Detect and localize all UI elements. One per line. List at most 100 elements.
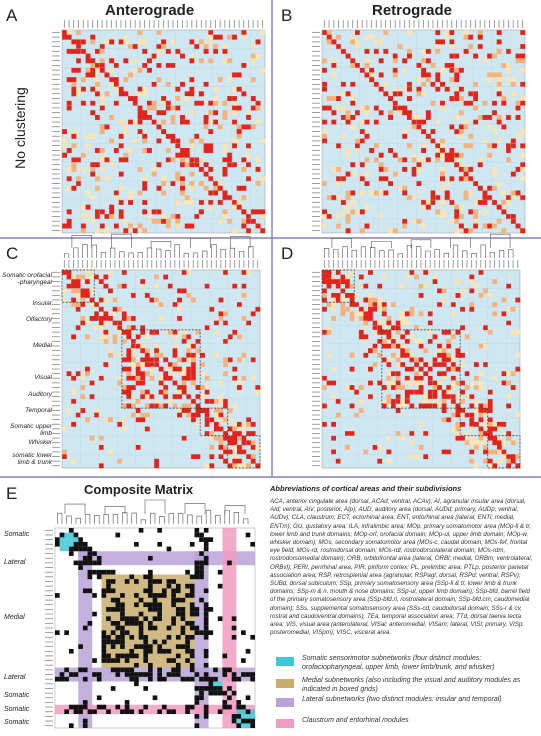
heatmap-cell [404, 375, 410, 381]
heatmap-cell [184, 162, 190, 168]
heatmap-cell [463, 30, 469, 35]
composite-cell [78, 667, 83, 673]
heatmap-cell [246, 110, 252, 116]
heatmap-cell [198, 100, 204, 106]
heatmap-cell [99, 129, 105, 135]
heatmap-cell [250, 44, 256, 50]
heatmap-cell [373, 190, 379, 196]
heatmap-cell [478, 417, 484, 423]
heatmap-cell [175, 152, 181, 158]
heatmap-cell [121, 283, 127, 289]
heatmap-cell [172, 334, 178, 340]
heatmap-cell [118, 171, 124, 177]
heatmap-cell [85, 320, 90, 326]
composite-cell [82, 560, 88, 566]
heatmap-cell [482, 100, 488, 106]
heatmap-cell [477, 34, 483, 40]
composite-cell [241, 658, 246, 663]
heatmap-cell [222, 58, 228, 64]
heatmap-cell [104, 176, 110, 182]
heatmap-cell [144, 412, 150, 418]
heatmap-cell [377, 325, 383, 331]
heatmap-cell [469, 426, 475, 432]
heatmap-cell [151, 166, 157, 172]
composite-cell [59, 532, 65, 538]
dendrogram-branch [443, 252, 449, 258]
heatmap-cell [322, 375, 327, 381]
heatmap-cell [172, 302, 178, 308]
heatmap-cell [165, 157, 171, 163]
dendrogram [324, 233, 514, 258]
heatmap-cell [506, 403, 511, 409]
heatmap-cell [190, 357, 196, 363]
panel-title: Retrograde [372, 2, 453, 19]
heatmap-cell [250, 58, 256, 64]
heatmap-cell [515, 105, 521, 111]
heatmap-cell [85, 190, 91, 196]
heatmap-cell [520, 129, 526, 135]
heatmap-cell [440, 199, 445, 205]
heatmap-cell [250, 458, 256, 464]
composite-cell [185, 676, 190, 682]
heatmap-cell [103, 316, 109, 321]
heatmap-cell [71, 129, 77, 135]
heatmap-cell [454, 152, 460, 158]
heatmap-cell [95, 114, 100, 120]
heatmap-cell [217, 218, 223, 224]
heatmap-cell [121, 366, 127, 372]
heatmap-cell [409, 403, 415, 409]
heatmap-cell [184, 195, 190, 201]
composite-cell [189, 704, 195, 710]
heatmap-cell [395, 320, 401, 326]
heatmap-cell [158, 366, 164, 372]
heatmap-cell [354, 311, 360, 317]
heatmap-cell [427, 366, 433, 372]
heatmap-cell [322, 329, 327, 335]
heatmap-cell [506, 306, 511, 312]
composite-cell [148, 583, 153, 589]
heatmap-cell [483, 431, 488, 436]
heatmap-cell [359, 138, 365, 144]
heatmap-cell [186, 366, 192, 372]
heatmap-cell [487, 185, 493, 191]
composite-cell [203, 686, 209, 691]
heatmap-cell [418, 366, 424, 372]
heatmap-cell [186, 343, 192, 349]
heatmap-cell [241, 352, 247, 358]
composite-cell [148, 579, 153, 584]
heatmap-cell [355, 39, 360, 45]
heatmap-cell [135, 334, 141, 340]
heatmap-cell [154, 398, 159, 404]
heatmap-cell [231, 105, 237, 111]
composite-cell [199, 695, 204, 701]
composite-cell [138, 621, 144, 626]
dendrogram-branch [205, 509, 212, 524]
heatmap-cell [167, 366, 173, 372]
composite-cell [152, 639, 158, 645]
heatmap-cell [76, 86, 82, 92]
heatmap-cell [492, 421, 498, 427]
heatmap-cell [149, 329, 155, 335]
heatmap-cell [454, 209, 460, 215]
heatmap-cell [177, 288, 182, 294]
heatmap-cell [109, 67, 115, 73]
heatmap-cell [441, 408, 447, 413]
composite-cell [120, 653, 125, 659]
heatmap-cell [260, 30, 266, 35]
heatmap-cell [123, 77, 129, 83]
composite-cell [55, 593, 60, 598]
heatmap-cell [89, 394, 95, 400]
composite-cell [203, 709, 209, 715]
heatmap-cell [236, 385, 242, 390]
heatmap-cell [349, 270, 355, 275]
heatmap-cell [326, 302, 332, 308]
heatmap-cell [76, 58, 82, 64]
composite-cell [171, 709, 176, 715]
heatmap-cell [118, 39, 124, 45]
composite-cell [185, 648, 190, 654]
dendrogram-branch [168, 513, 174, 524]
heatmap [52, 260, 261, 469]
heatmap-cell [416, 124, 422, 130]
heatmap-cell [222, 114, 228, 120]
heatmap-cell [322, 67, 327, 73]
